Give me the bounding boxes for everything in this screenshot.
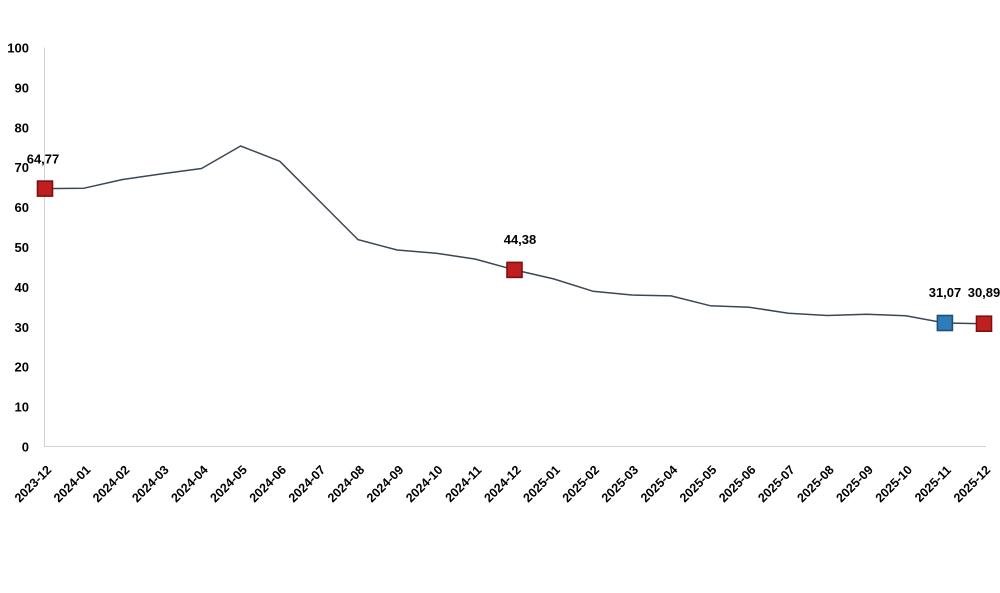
svg-text:2025-04: 2025-04 — [638, 463, 680, 505]
svg-text:31,07: 31,07 — [929, 285, 962, 300]
svg-text:10: 10 — [15, 400, 29, 415]
svg-text:2024-10: 2024-10 — [403, 463, 445, 505]
svg-text:0: 0 — [22, 440, 29, 455]
svg-text:2025-03: 2025-03 — [599, 463, 641, 505]
svg-text:40: 40 — [15, 280, 29, 295]
svg-text:2024-08: 2024-08 — [325, 463, 367, 505]
svg-text:2023-12: 2023-12 — [12, 463, 54, 505]
svg-text:90: 90 — [15, 80, 29, 95]
svg-text:60: 60 — [15, 200, 29, 215]
svg-text:44,38: 44,38 — [504, 232, 537, 247]
svg-text:2024-05: 2024-05 — [208, 463, 250, 505]
svg-text:2025-07: 2025-07 — [755, 463, 797, 505]
svg-text:2024-09: 2024-09 — [364, 463, 406, 505]
svg-text:30: 30 — [15, 320, 29, 335]
svg-text:2024-01: 2024-01 — [51, 463, 93, 505]
svg-text:2024-11: 2024-11 — [443, 463, 485, 505]
svg-text:2025-01: 2025-01 — [521, 463, 563, 505]
svg-text:2025-11: 2025-11 — [912, 463, 954, 505]
svg-text:2025-06: 2025-06 — [716, 463, 758, 505]
svg-text:2024-02: 2024-02 — [90, 463, 132, 505]
svg-text:2024-12: 2024-12 — [481, 463, 523, 505]
svg-text:2024-04: 2024-04 — [168, 463, 210, 505]
svg-text:100: 100 — [7, 41, 29, 56]
svg-text:20: 20 — [15, 360, 29, 375]
svg-text:2025-12: 2025-12 — [951, 463, 993, 505]
svg-text:2024-06: 2024-06 — [247, 463, 289, 505]
svg-text:30,89: 30,89 — [968, 285, 1000, 300]
svg-text:64,77: 64,77 — [27, 151, 60, 166]
svg-text:2024-03: 2024-03 — [129, 463, 171, 505]
svg-text:50: 50 — [15, 240, 29, 255]
svg-text:2025-05: 2025-05 — [677, 463, 719, 505]
svg-text:2025-02: 2025-02 — [560, 463, 602, 505]
svg-text:2025-10: 2025-10 — [873, 463, 915, 505]
svg-text:2025-08: 2025-08 — [794, 463, 836, 505]
svg-text:80: 80 — [15, 120, 29, 135]
svg-text:2025-09: 2025-09 — [834, 463, 876, 505]
svg-text:2024-07: 2024-07 — [286, 463, 328, 505]
svg-text:70: 70 — [15, 160, 29, 175]
